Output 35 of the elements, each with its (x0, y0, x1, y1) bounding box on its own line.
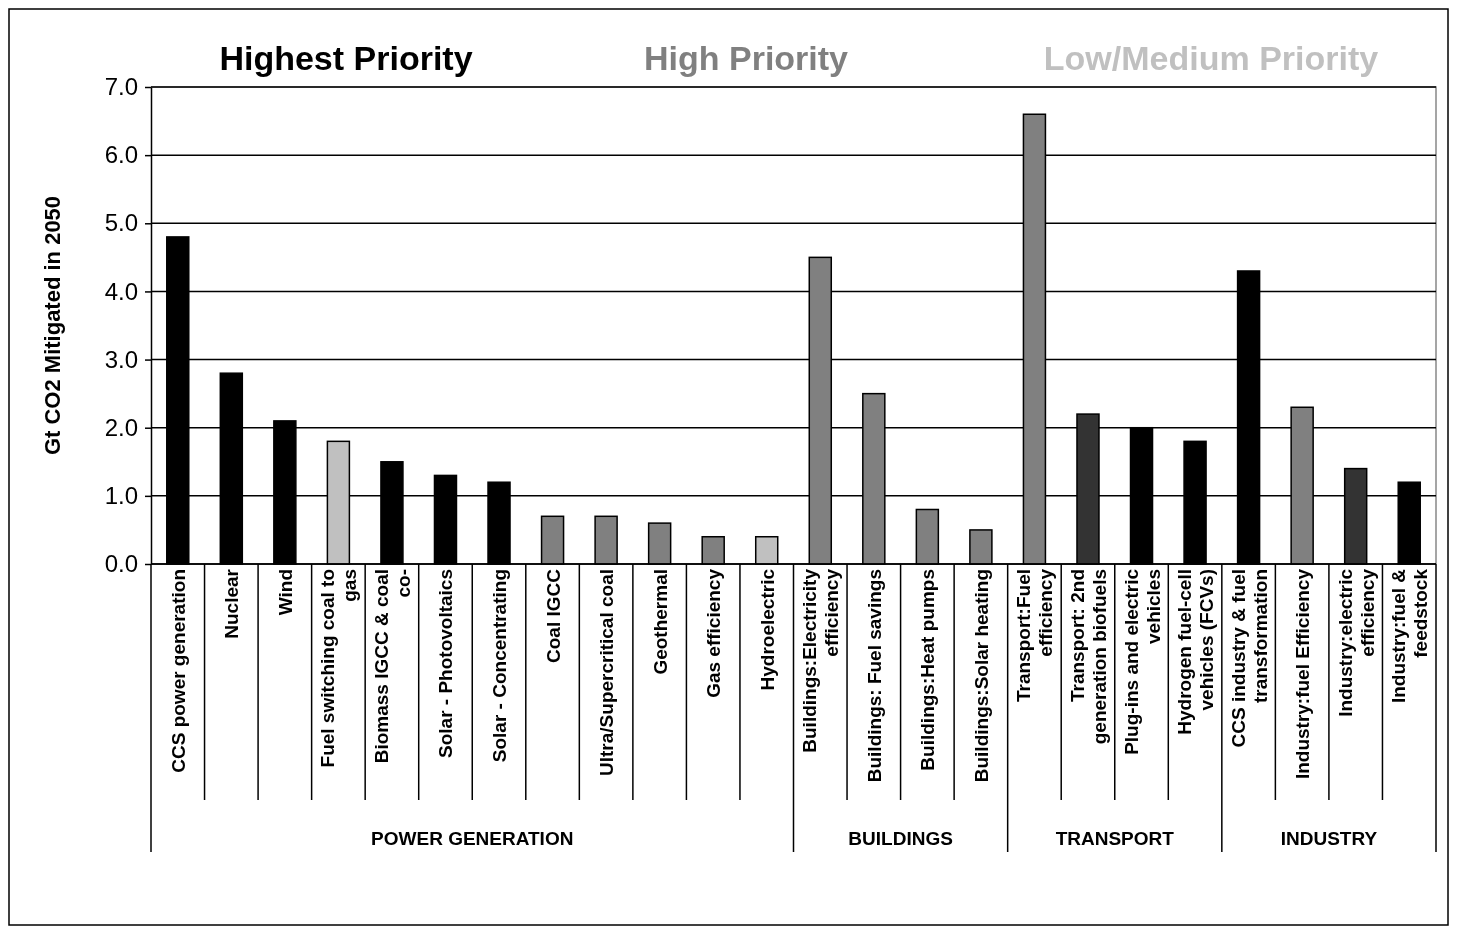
y-tick-label: 3.0 (104, 345, 138, 373)
y-tick-label: 2.0 (104, 413, 138, 441)
x-tick-label: Hydrogen fuel-cell vehicles (FCVs) (1174, 569, 1218, 735)
x-tick-label: Gas efficiency (703, 568, 725, 698)
x-tick-label: Transport:Fuel efficiency (1013, 568, 1057, 703)
y-tick-label: 6.0 (104, 141, 138, 169)
x-tick-label: Fuel switching coal to gas (317, 569, 361, 768)
x-tick-label: Solar - Photovoltaics (435, 569, 457, 758)
text: High Priority (643, 39, 849, 77)
x-tick-label: Buildings:Solar heating (970, 569, 992, 783)
x-tick-label: Ultra/Supercritical coal (596, 569, 618, 776)
y-tick-label: 7.0 (104, 73, 138, 101)
x-tick-label: Nuclear (221, 568, 243, 639)
text: Highest Priority (219, 39, 473, 77)
x-tick-label: Buildings:Heat pumps (917, 569, 939, 771)
x-tick-label: Hydroelectric (756, 568, 778, 691)
x-tick-label: Buildings: Fuel savings (863, 569, 885, 783)
x-tick-label: CCS power generation (167, 569, 189, 773)
x-tick-label: Geothermal (649, 569, 671, 675)
x-tick-label: Wind (274, 569, 296, 616)
text: BUILDINGS (848, 828, 953, 849)
y-axis-title: Gt CO2 Mitigated in 2050 (40, 195, 65, 456)
x-tick-label: Biomass IGCC & coal co- (370, 569, 414, 764)
x-tick-label: Coal IGCC (542, 568, 564, 663)
text: INDUSTRY (1280, 828, 1378, 849)
y-tick-label: 1.0 (104, 482, 138, 510)
x-tick-label: Industry:fuel Efficiency (1292, 568, 1314, 780)
y-tick-label: 0.0 (104, 550, 138, 578)
y-tick-label: 5.0 (104, 209, 138, 237)
text: POWER GENERATION (371, 828, 574, 849)
x-tick-label: Solar - Concentrating (489, 569, 511, 763)
text: TRANSPORT (1055, 828, 1175, 849)
x-tick-label: Buildings:Electricity efficiency (799, 568, 843, 753)
text: Low/Medium Priority (1043, 39, 1379, 77)
y-tick-label: 4.0 (104, 277, 138, 305)
